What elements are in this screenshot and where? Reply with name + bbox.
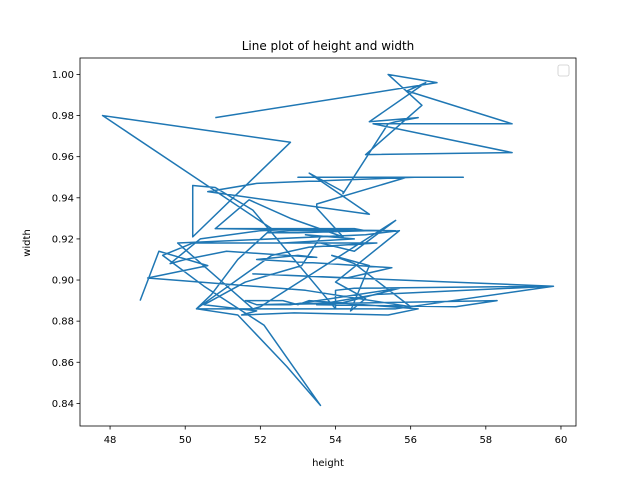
x-tick-label: 50 [179, 435, 192, 446]
x-tick-label: 54 [329, 435, 342, 446]
x-tick-label: 48 [104, 435, 117, 446]
x-tick-label: 58 [479, 435, 492, 446]
y-tick-label: 0.86 [52, 358, 74, 369]
plot-area [101, 73, 555, 407]
series-line [101, 73, 555, 407]
x-tick-label: 52 [254, 435, 267, 446]
y-tick-label: 0.92 [52, 234, 74, 245]
y-tick-label: 0.94 [52, 193, 74, 204]
y-axis-label: width [22, 229, 33, 257]
y-tick-label: 0.88 [52, 317, 74, 328]
x-tick-label: 60 [555, 435, 568, 446]
axes: 48 50 52 54 56 58 60 0.84 0.86 0.88 0.90 0.92 0.94 0.… [52, 57, 577, 446]
x-axis-label: height [312, 458, 344, 469]
legend [557, 64, 570, 77]
y-tick-label: 1.00 [52, 70, 74, 81]
axes-frame [79, 57, 577, 427]
y-tick-label: 0.98 [52, 111, 74, 122]
chart-title: Line plot of height and width [242, 39, 415, 53]
y-tick-label: 0.96 [52, 152, 74, 163]
y-tick-label: 0.90 [52, 276, 74, 287]
legend-box [557, 64, 570, 77]
y-tick-label: 0.84 [52, 399, 74, 410]
x-tick-label: 56 [404, 435, 417, 446]
